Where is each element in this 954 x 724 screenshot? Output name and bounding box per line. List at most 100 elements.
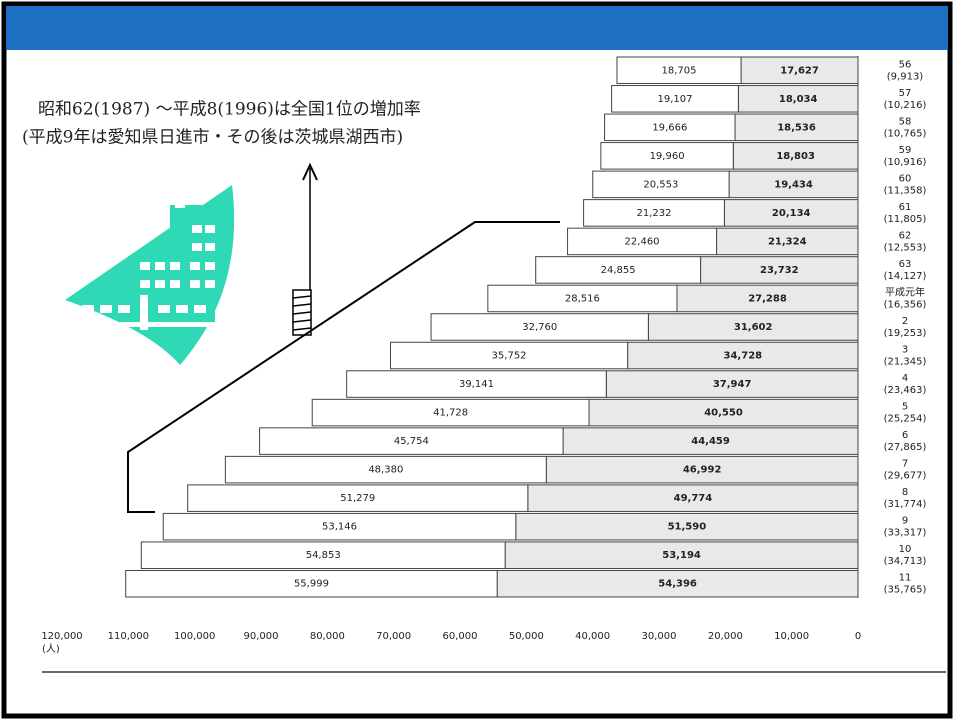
value-label: 18,705: [662, 65, 697, 76]
bar-segment: [187, 484, 529, 512]
bar-segment: [567, 227, 718, 256]
bar-segment: [592, 170, 730, 199]
value-label: 44,459: [691, 436, 730, 447]
value-label: 51,279: [340, 493, 375, 504]
icon: [65, 185, 235, 365]
value-label: 51,590: [668, 522, 707, 533]
bar-segment: [604, 113, 736, 142]
y-category-label: 56: [899, 59, 912, 70]
plot: 120,000 110,000 100,000 90,000 80,000 70,000 6…: [41, 56, 926, 655]
value-label: 32,760: [522, 322, 557, 333]
bar-segment: [389, 341, 629, 370]
value-label: 20,553: [643, 179, 678, 190]
value-label: 53,146: [322, 522, 357, 533]
value-label: 49,774: [674, 493, 713, 504]
bar-segment: [647, 313, 859, 341]
bar-segment: [535, 256, 702, 284]
value-label: 39,141: [459, 379, 494, 390]
value-label: 45,754: [394, 436, 429, 447]
bar-segment: [611, 85, 739, 113]
bar-segment: [740, 56, 859, 85]
value-label: 46,992: [683, 465, 722, 476]
bar-segment: [311, 398, 590, 427]
bar-segment: [162, 512, 517, 541]
household-label: (14,127): [884, 271, 927, 282]
x-tick-label: 80,000: [310, 631, 345, 642]
y-category-label: 4: [902, 373, 908, 384]
value-label: 18,803: [776, 151, 815, 162]
household-label: (31,774): [884, 499, 927, 510]
x-tick-label: 30,000: [642, 631, 677, 642]
household-label: (11,805): [884, 214, 927, 225]
bar-segment: [616, 56, 742, 85]
y-category-label: 3: [902, 345, 908, 356]
household-label: (10,765): [884, 128, 927, 139]
y-category-label: 10: [899, 544, 912, 555]
bar-segment: [676, 284, 859, 313]
y-category-label: 62: [899, 230, 912, 241]
bar-segment: [487, 284, 678, 313]
value-label: 19,107: [658, 94, 693, 105]
x-tick-label: 70,000: [376, 631, 411, 642]
annotation: (平成9年は愛知県日進市・その後は茨城県湖西市): [22, 128, 403, 148]
household-label: (34,713): [884, 556, 927, 567]
bar-segment: [545, 455, 859, 484]
household-label: (9,913): [887, 71, 924, 82]
value-label: 18,536: [777, 122, 816, 133]
bar-segment: [600, 142, 734, 170]
annotation: 昭和62(1987) ～平成8(1996)は全国1位の増加率: [38, 100, 421, 120]
value-label: 31,602: [734, 322, 773, 333]
value-label: 34,728: [724, 351, 763, 362]
y-category-label: 11: [899, 573, 912, 584]
value-label: 28,516: [565, 293, 600, 304]
bar-segment: [627, 341, 859, 370]
value-label: 37,947: [713, 379, 752, 390]
value-label: 19,666: [652, 122, 687, 133]
value-label: 20,134: [772, 208, 811, 219]
y-category-label: 9: [902, 516, 908, 527]
household-label: (27,865): [884, 442, 927, 453]
hatch: [292, 289, 312, 336]
bar-segment: [125, 569, 498, 598]
x-tick-label: 60,000: [443, 631, 478, 642]
y-category-label: 60: [899, 173, 912, 184]
bar-segment: [224, 455, 547, 484]
x-tick-label: 110,000: [108, 631, 149, 642]
bar-segment: [716, 227, 859, 256]
household-label: (10,216): [884, 100, 927, 111]
y-category-label: 7: [902, 459, 908, 470]
x-tick-label: 120,000: [41, 631, 82, 642]
y-category-label: 57: [899, 88, 912, 99]
x-tick-label: 90,000: [244, 631, 279, 642]
household-label: (16,356): [884, 299, 927, 310]
y-category-label: 平成元年: [885, 285, 925, 298]
value-label: 21,324: [768, 236, 807, 247]
y-category-label: 59: [899, 145, 912, 156]
trend-line: [127, 221, 560, 513]
x-tick-label: 50,000: [509, 631, 544, 642]
value-label: 54,396: [658, 579, 697, 590]
x-unit-label: (人): [42, 643, 60, 655]
bar-segment: [430, 313, 649, 341]
x-tick-label: 100,000: [174, 631, 215, 642]
value-label: 19,960: [650, 151, 685, 162]
value-label: 53,194: [662, 550, 701, 561]
value-label: 35,752: [492, 351, 527, 362]
household-label: (10,916): [884, 157, 927, 168]
y-category-label: 8: [902, 487, 908, 498]
y-category-label: 6: [902, 430, 908, 441]
bar-segment: [515, 512, 859, 541]
value-label: 48,380: [368, 465, 403, 476]
value-label: 55,999: [294, 579, 329, 590]
household-label: (23,463): [884, 385, 927, 396]
bar-segment: [700, 256, 859, 284]
value-label: 54,853: [306, 550, 341, 561]
household-label: (11,358): [884, 185, 927, 196]
value-label: 18,034: [779, 94, 818, 105]
y-category-label: 5: [902, 402, 908, 413]
household-label: (29,677): [884, 471, 927, 482]
value-label: 21,232: [637, 208, 672, 219]
bar-segment: [583, 199, 725, 227]
value-label: 24,855: [601, 265, 636, 276]
household-label: (35,765): [884, 585, 927, 596]
